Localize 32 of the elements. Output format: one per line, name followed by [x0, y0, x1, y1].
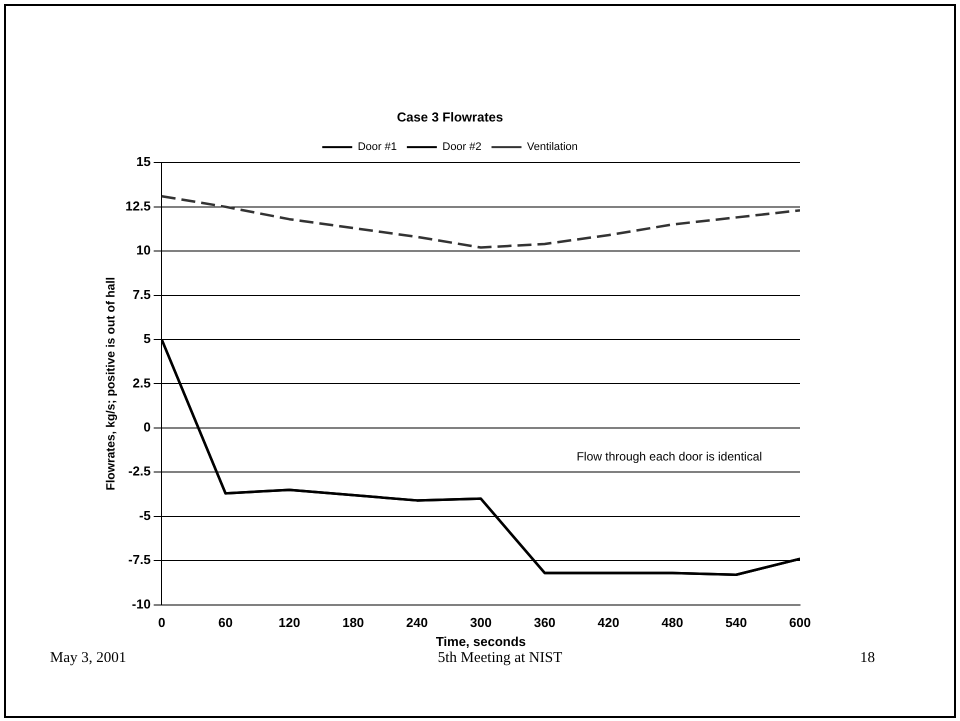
y-tick-label: 5	[143, 331, 151, 346]
x-axis-title: Time, seconds	[436, 634, 526, 649]
y-tick-label: 15	[136, 154, 151, 170]
x-tick-label: 300	[470, 615, 492, 630]
legend-label: Door #2	[442, 141, 482, 154]
y-tick-label: -7.5	[128, 552, 151, 568]
y-axis-title: Flowrates, kg/s; positive is out of hall	[104, 277, 118, 490]
x-tick-label: 180	[342, 615, 364, 630]
x-tick-label: 0	[158, 615, 166, 630]
x-tick-label: 540	[725, 615, 748, 630]
x-tick-label: 240	[406, 615, 428, 630]
x-tick-label: 420	[598, 615, 620, 630]
x-tick-label: 360	[534, 615, 556, 630]
x-tick-label: 600	[789, 615, 811, 630]
y-tick-label: 2.5	[132, 375, 151, 390]
x-tick-label: 60	[218, 615, 233, 630]
text: May 3, 2001	[50, 650, 126, 667]
legend-label: Door #1	[358, 141, 397, 154]
y-tick-label: 7.5	[132, 286, 151, 302]
x-tick-label: 120	[278, 615, 300, 630]
x-tick-label: 480	[661, 615, 684, 630]
y-tick-label: 12.5	[125, 198, 151, 214]
text: 5th Meeting at NIST	[436, 650, 564, 667]
y-tick-label: 10	[136, 242, 151, 258]
y-tick-label: -10	[132, 596, 151, 612]
y-tick-label: -2.5	[128, 464, 151, 479]
text: 18	[860, 650, 875, 667]
y-tick-label: -5	[139, 508, 151, 523]
y-tick-label: 0	[143, 420, 151, 434]
legend-label: Ventilation	[527, 141, 578, 154]
annotation: Flow through each door is identical	[576, 450, 762, 464]
chart-title: Case 3 Flowrates	[396, 109, 504, 124]
